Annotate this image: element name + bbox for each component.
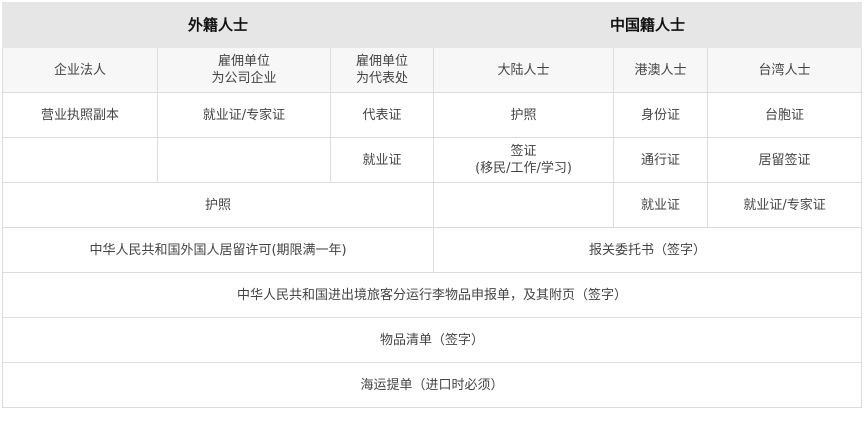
- line: 雇佣单位: [217, 54, 270, 69]
- cell: 护照: [433, 92, 615, 138]
- line: 为公司企业: [211, 71, 277, 86]
- cell: 就业证: [329, 137, 435, 183]
- header-row: 外籍人士 中国籍人士: [1, 2, 863, 48]
- line: 签证: [510, 144, 537, 159]
- subheader-employer-company: 雇佣单位 为公司企业: [157, 47, 331, 93]
- line: 雇佣单位: [356, 54, 409, 69]
- cell: 身份证: [613, 92, 709, 138]
- cell: 海运提单（进口时必须）: [1, 362, 863, 408]
- subheader-employer-office: 雇佣单位 为代表处: [329, 47, 435, 93]
- cell: 中华人民共和国进出境旅客分运行李物品申报单，及其附页（签字）: [1, 272, 863, 318]
- header-foreign: 外籍人士: [1, 2, 435, 48]
- cell: 签证 (移民/工作/学习): [433, 137, 615, 183]
- table-row: 中华人民共和国外国人居留许可(期限满一年) 报关委托书（签字）: [1, 227, 863, 273]
- cell: 代表证: [329, 92, 435, 138]
- subheader-taiwan: 台湾人士: [707, 47, 863, 93]
- cell: 护照: [1, 182, 435, 228]
- table-row: 营业执照副本 就业证/专家证 代表证 护照 身份证 台胞证: [2, 92, 863, 138]
- subheader-hkmo: 港澳人士: [613, 47, 709, 93]
- cell-empty: [2, 137, 158, 183]
- subheader-row: 企业法人 雇佣单位为公司企业 雇佣单位为代表处 大陆人士 港澳人士 台湾人士: [2, 47, 863, 93]
- cell: 报关委托书（签字）: [433, 227, 863, 273]
- header-chinese: 中国籍人士: [433, 2, 863, 48]
- line: 为代表处: [356, 71, 409, 86]
- documents-table: 外籍人士 中国籍人士 企业法人 雇佣单位为公司企业 雇佣单位为代表处 大陆人士 …: [1, 2, 863, 408]
- table-row: 就业证 签证 (移民/工作/学习) 通行证 居留签证: [2, 137, 863, 183]
- table-row: 物品清单（签字）: [1, 317, 863, 363]
- subheader-mainland: 大陆人士: [433, 47, 615, 93]
- cell: 中华人民共和国外国人居留许可(期限满一年): [1, 227, 435, 273]
- subheader-corporate: 企业法人: [2, 47, 158, 93]
- line: (移民/工作/学习): [475, 161, 572, 176]
- cell: 就业证/专家证: [157, 92, 331, 138]
- cell-empty: [157, 137, 331, 183]
- cell: 就业证/专家证: [707, 182, 863, 228]
- cell: 就业证: [613, 182, 709, 228]
- cell: 居留签证: [707, 137, 863, 183]
- table-row: 海运提单（进口时必须）: [1, 362, 863, 408]
- cell: 物品清单（签字）: [1, 317, 863, 363]
- cell: 台胞证: [707, 92, 863, 138]
- cell: 通行证: [613, 137, 709, 183]
- cell: 营业执照副本: [2, 92, 158, 138]
- table-row: 护照 就业证 就业证/专家证: [1, 182, 863, 228]
- cell-empty: [433, 182, 615, 228]
- table-row: 中华人民共和国进出境旅客分运行李物品申报单，及其附页（签字）: [1, 272, 863, 318]
